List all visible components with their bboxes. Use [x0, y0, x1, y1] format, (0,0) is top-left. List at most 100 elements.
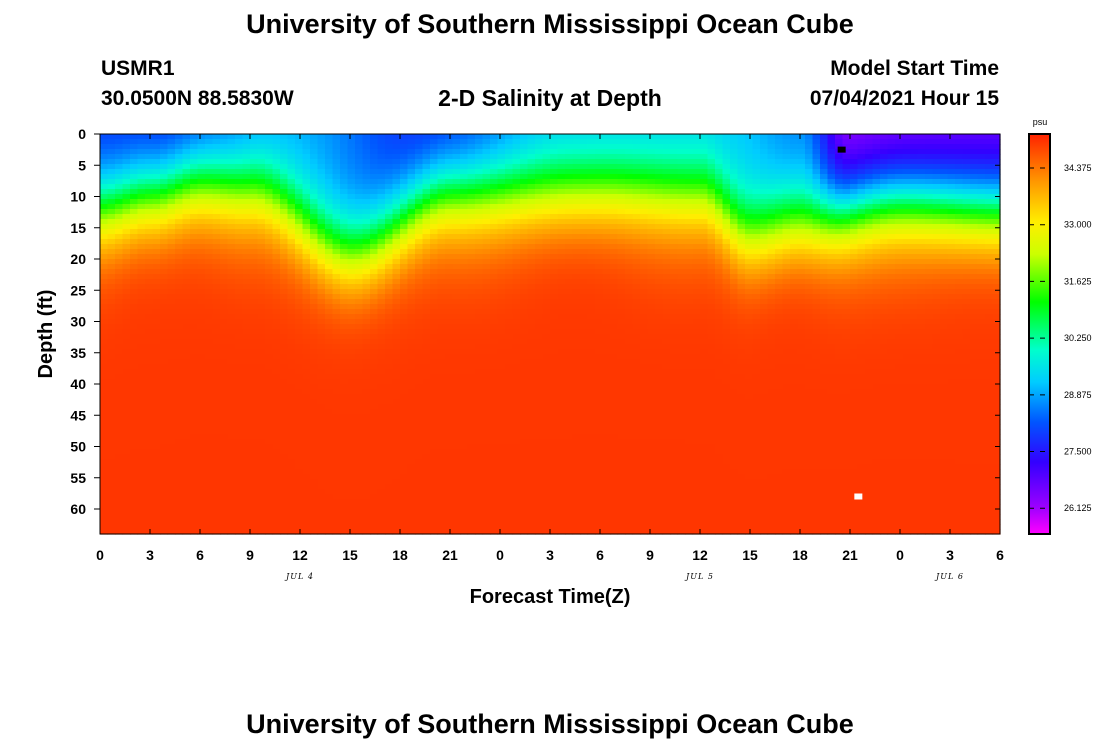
heatmap-cell — [385, 174, 394, 180]
heatmap-cell — [400, 334, 409, 340]
heatmap-cell — [370, 184, 379, 190]
heatmap-cell — [115, 474, 124, 480]
heatmap-cell — [310, 389, 319, 395]
heatmap-cell — [347, 329, 356, 335]
heatmap-cell — [362, 504, 371, 510]
heatmap-cell — [137, 529, 146, 535]
heatmap-cell — [182, 359, 191, 365]
heatmap-cell — [100, 154, 109, 160]
heatmap-cell — [325, 354, 334, 360]
heatmap-cell — [535, 444, 544, 450]
heatmap-cell — [460, 479, 469, 485]
heatmap-cell — [182, 524, 191, 530]
heatmap-cell — [460, 239, 469, 245]
heatmap-cell — [370, 269, 379, 275]
heatmap-cell — [212, 479, 221, 485]
heatmap-cell — [550, 379, 559, 385]
heatmap-cell — [512, 249, 521, 255]
heatmap-cell — [445, 409, 454, 415]
heatmap-cell — [340, 504, 349, 510]
heatmap-cell — [430, 334, 439, 340]
heatmap-cell — [512, 184, 521, 190]
heatmap-cell — [497, 324, 506, 330]
heatmap-cell — [310, 499, 319, 505]
heatmap-cell — [235, 354, 244, 360]
heatmap-cell — [467, 389, 476, 395]
heatmap-cell — [130, 429, 139, 435]
heatmap-cell — [100, 499, 109, 505]
heatmap-cell — [325, 329, 334, 335]
heatmap-cell — [452, 409, 461, 415]
heatmap-cell — [347, 279, 356, 285]
heatmap-cell — [557, 139, 566, 145]
heatmap-cell — [272, 354, 281, 360]
heatmap-cell — [482, 419, 491, 425]
heatmap-cell — [535, 349, 544, 355]
heatmap-cell — [497, 484, 506, 490]
heatmap-cell — [205, 474, 214, 480]
heatmap-cell — [197, 359, 206, 365]
heatmap-cell — [497, 244, 506, 250]
heatmap-cell — [362, 309, 371, 315]
heatmap-cell — [520, 334, 529, 340]
heatmap-cell — [347, 369, 356, 375]
heatmap-cell — [137, 349, 146, 355]
heatmap-cell — [347, 434, 356, 440]
heatmap-cell — [340, 219, 349, 225]
heatmap-cell — [542, 294, 551, 300]
heatmap-cell — [535, 234, 544, 240]
heatmap-cell — [520, 484, 529, 490]
heatmap-cell — [302, 219, 311, 225]
heatmap-cell — [415, 259, 424, 265]
heatmap-cell — [242, 159, 251, 165]
heatmap-cell — [175, 379, 184, 385]
heatmap-cell — [107, 489, 116, 495]
heatmap-cell — [220, 359, 229, 365]
heatmap-cell — [295, 494, 304, 500]
heatmap-cell — [205, 494, 214, 500]
heatmap-cell — [377, 229, 386, 235]
heatmap-cell — [175, 439, 184, 445]
heatmap-cell — [340, 319, 349, 325]
heatmap-cell — [137, 344, 146, 350]
heatmap-cell — [152, 304, 161, 310]
heatmap-cell — [392, 409, 401, 415]
heatmap-cell — [460, 454, 469, 460]
heatmap-cell — [310, 489, 319, 495]
heatmap-cell — [160, 334, 169, 340]
heatmap-cell — [550, 444, 559, 450]
heatmap-cell — [565, 214, 574, 220]
heatmap-cell — [550, 294, 559, 300]
heatmap-cell — [272, 219, 281, 225]
heatmap-cell — [490, 399, 499, 405]
heatmap-cell — [325, 289, 334, 295]
heatmap-cell — [145, 399, 154, 405]
heatmap-cell — [340, 424, 349, 430]
heatmap-cell — [430, 464, 439, 470]
heatmap-cell — [272, 204, 281, 210]
heatmap-cell — [550, 139, 559, 145]
heatmap-cell — [137, 304, 146, 310]
heatmap-cell — [385, 384, 394, 390]
heatmap-cell — [467, 194, 476, 200]
heatmap-cell — [107, 479, 116, 485]
heatmap-cell — [497, 494, 506, 500]
heatmap-cell — [100, 489, 109, 495]
heatmap-cell — [100, 194, 109, 200]
heatmap-cell — [280, 469, 289, 475]
heatmap-cell — [235, 249, 244, 255]
heatmap-cell — [280, 334, 289, 340]
heatmap-cell — [475, 504, 484, 510]
heatmap-cell — [287, 309, 296, 315]
heatmap-cell — [227, 184, 236, 190]
heatmap-cell — [437, 399, 446, 405]
heatmap-cell — [535, 494, 544, 500]
heatmap-cell — [550, 194, 559, 200]
heatmap-cell — [467, 149, 476, 155]
heatmap-cell — [272, 139, 281, 145]
heatmap-cell — [212, 519, 221, 525]
heatmap-cell — [475, 244, 484, 250]
heatmap-cell — [220, 334, 229, 340]
heatmap-cell — [355, 289, 364, 295]
heatmap-cell — [257, 514, 266, 520]
